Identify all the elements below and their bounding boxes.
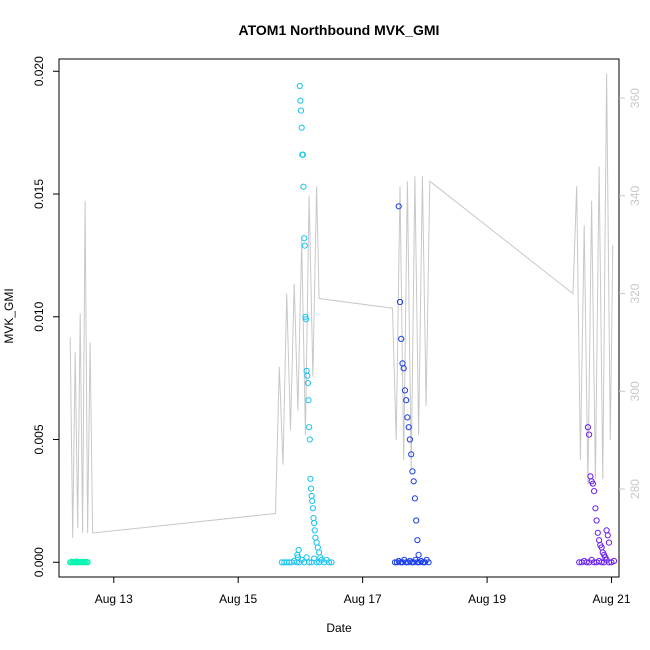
y2-tick-label: 320 — [628, 283, 642, 303]
data-point-series-3 — [413, 517, 420, 524]
data-point-series-4 — [602, 554, 609, 561]
data-point-series-4 — [584, 424, 592, 431]
data-point-series-2 — [317, 554, 324, 561]
data-point-series-3 — [404, 414, 411, 421]
y-tick-label: 0.000 — [32, 547, 46, 577]
data-point-series-2 — [302, 313, 309, 320]
y-axis-label: MVK_GMI — [2, 288, 16, 343]
data-point-series-2 — [303, 554, 310, 561]
y-axis-right: 280 300 320 340 360 — [619, 88, 642, 499]
data-point-series-4 — [586, 431, 593, 438]
data-point-series-2 — [297, 107, 305, 114]
data-point-series-4 — [591, 488, 598, 495]
points-layer — [67, 82, 618, 566]
data-point-series-3 — [414, 537, 421, 544]
data-point-series-3 — [406, 436, 413, 443]
y2-tick-label: 340 — [628, 185, 642, 205]
secondary-line — [69, 73, 614, 538]
data-point-series-2 — [306, 424, 313, 431]
x-tick-label: Aug 17 — [344, 592, 382, 606]
data-point-series-4 — [604, 532, 611, 539]
y-tick-label: 0.005 — [32, 424, 46, 454]
data-point-series-2 — [294, 554, 301, 561]
data-point-series-3 — [400, 365, 407, 372]
data-point-series-4 — [610, 557, 618, 565]
data-point-series-4 — [605, 539, 613, 546]
data-point-series-2 — [304, 372, 311, 379]
x-tick-label: Aug 19 — [468, 592, 506, 606]
data-point-series-3 — [395, 203, 402, 210]
data-point-series-2 — [300, 183, 307, 190]
data-point-series-4 — [593, 517, 600, 524]
data-point-series-2 — [313, 559, 320, 566]
data-point-series-2 — [302, 316, 310, 323]
data-point-series-3 — [405, 424, 412, 431]
data-point-series-2 — [309, 505, 316, 512]
data-point-series-3 — [396, 298, 404, 306]
data-point-series-2 — [295, 546, 302, 554]
data-point-series-4 — [583, 559, 590, 566]
data-point-series-2 — [301, 242, 308, 249]
data-point-series-2 — [311, 519, 318, 527]
x-tick-label: Aug 15 — [219, 592, 257, 606]
data-point-series-4 — [589, 480, 597, 487]
data-point-series-2 — [304, 380, 311, 387]
data-point-series-4 — [594, 529, 601, 536]
data-point-series-1 — [84, 559, 91, 566]
data-point-series-2 — [309, 497, 316, 504]
data-point-series-2 — [325, 559, 333, 566]
secondary-line-layer — [69, 73, 614, 538]
data-point-series-4 — [598, 559, 605, 566]
data-point-series-2 — [298, 124, 305, 131]
data-point-series-2 — [299, 151, 306, 158]
plot-frame — [58, 58, 620, 578]
data-point-series-3 — [398, 335, 405, 342]
data-point-series-2 — [307, 485, 315, 492]
data-point-series-3 — [410, 478, 417, 485]
y-tick-label: 0.020 — [32, 56, 46, 86]
data-point-series-3 — [411, 495, 418, 502]
y-tick-label: 0.015 — [32, 179, 46, 209]
data-point-series-2 — [306, 559, 313, 566]
data-point-series-3 — [415, 551, 422, 559]
data-point-series-4 — [592, 505, 599, 512]
y2-tick-label: 360 — [628, 88, 642, 108]
x-tick-label: Aug 13 — [95, 592, 133, 606]
y2-tick-label: 300 — [628, 381, 642, 401]
data-point-series-3 — [409, 468, 416, 475]
data-point-series-2 — [311, 527, 318, 534]
x-tick-label: Aug 21 — [593, 592, 631, 606]
data-point-series-2 — [328, 559, 335, 566]
data-point-series-3 — [401, 387, 409, 394]
data-point-series-2 — [301, 235, 308, 242]
data-point-series-2 — [297, 97, 304, 104]
data-point-series-3 — [425, 559, 432, 566]
data-point-series-2 — [306, 436, 313, 443]
data-point-series-2 — [305, 397, 312, 404]
x-axis: Aug 13 Aug 15 Aug 17 Aug 19 Aug 21 — [95, 577, 631, 606]
data-point-series-3 — [408, 451, 415, 458]
y2-tick-label: 280 — [628, 479, 642, 499]
x-axis-label: Date — [326, 621, 352, 635]
data-point-series-3 — [403, 397, 410, 404]
y-tick-label: 0.010 — [32, 301, 46, 331]
data-point-series-2 — [296, 82, 303, 90]
data-point-series-2 — [307, 475, 314, 482]
y-axis: 0.000 0.005 0.010 0.015 0.020 — [32, 56, 59, 577]
chart-title: ATOM1 Northbound MVK_GMI — [239, 22, 440, 38]
